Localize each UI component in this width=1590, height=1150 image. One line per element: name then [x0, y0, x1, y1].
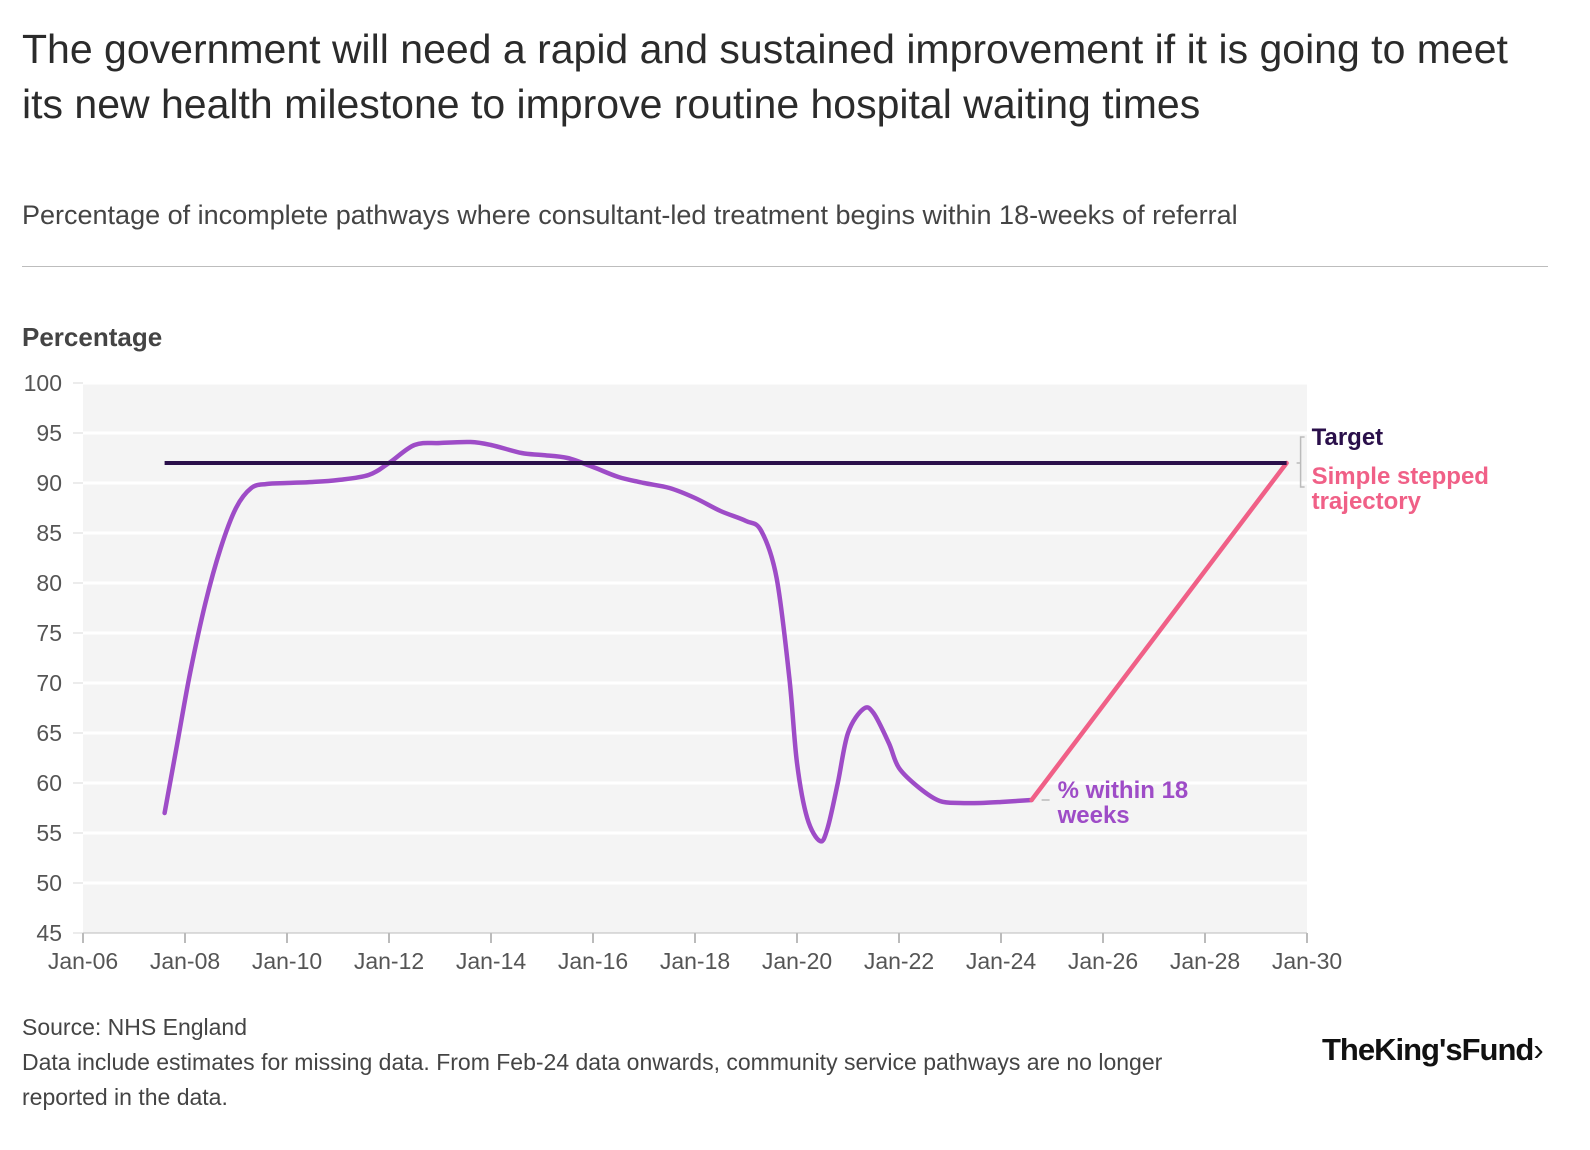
logo-chevron-icon: ›: [1533, 1032, 1543, 1067]
x-tick-label: Jan-10: [252, 948, 322, 974]
label-target: Target: [1312, 424, 1384, 451]
x-tick-label: Jan-24: [966, 948, 1037, 974]
series-line-trajectory: [1029, 460, 1289, 803]
y-tick-label: 50: [36, 870, 62, 896]
x-tick-label: Jan-28: [1170, 948, 1240, 974]
y-tick-label: 55: [36, 820, 62, 846]
x-tick-label: Jan-14: [456, 948, 527, 974]
chart-title: The government will need a rapid and sus…: [22, 26, 1508, 127]
x-tick-label: Jan-12: [354, 948, 424, 974]
y-axis-title: Percentage: [22, 322, 163, 352]
x-axis: Jan-06 Jan-08 Jan-10 Jan-12 Jan-14 Jan-16 Jan-…: [48, 932, 1342, 974]
label-bracket: [1299, 436, 1305, 488]
data-note: Data include estimates for missing data.…: [22, 1049, 1163, 1110]
x-tick-label: Jan-26: [1068, 948, 1138, 974]
y-axis: 45 50 55 60 65 70 75 80 85 90 95 100: [24, 370, 83, 946]
y-tick-label: 65: [36, 720, 62, 746]
source-note: Source: NHS England: [22, 1014, 248, 1040]
header-divider: [22, 266, 1548, 267]
label-within-18-weeks: % within 18 weeks: [1057, 777, 1189, 829]
y-tick-label: 100: [24, 370, 62, 396]
y-tick-label: 75: [36, 620, 62, 646]
gridlines: [83, 381, 1307, 885]
x-tick-label: Jan-08: [150, 948, 220, 974]
y-tick-label: 60: [36, 770, 62, 796]
x-tick-label: Jan-20: [762, 948, 832, 974]
y-tick-label: 85: [36, 520, 62, 546]
series-group: [162, 439, 1289, 844]
chart-subtitle: Percentage of incomplete pathways where …: [22, 200, 1238, 230]
y-tick-label: 70: [36, 670, 62, 696]
x-tick-label: Jan-16: [558, 948, 628, 974]
x-tick-label: Jan-22: [864, 948, 934, 974]
x-tick-label: Jan-06: [48, 948, 118, 974]
series-line-within-18-weeks: [162, 439, 1034, 844]
y-tick-label: 95: [36, 420, 62, 446]
kings-fund-logo: TheKing'sFund›: [1322, 1032, 1544, 1068]
y-tick-label: 90: [36, 470, 62, 496]
x-tick-label: Jan-18: [660, 948, 730, 974]
plot-area: [83, 383, 1307, 933]
y-tick-label: 45: [36, 920, 62, 946]
y-tick-label: 80: [36, 570, 62, 596]
chart-footer: Source: NHS England Data include estimat…: [22, 1010, 1242, 1115]
series-labels: % within 18 weeks Target Simple stepped traj…: [1041, 424, 1489, 829]
label-trajectory: Simple stepped trajectory: [1312, 463, 1489, 515]
logo-text: TheKing'sFund: [1322, 1032, 1534, 1067]
x-tick-label: Jan-30: [1272, 948, 1342, 974]
